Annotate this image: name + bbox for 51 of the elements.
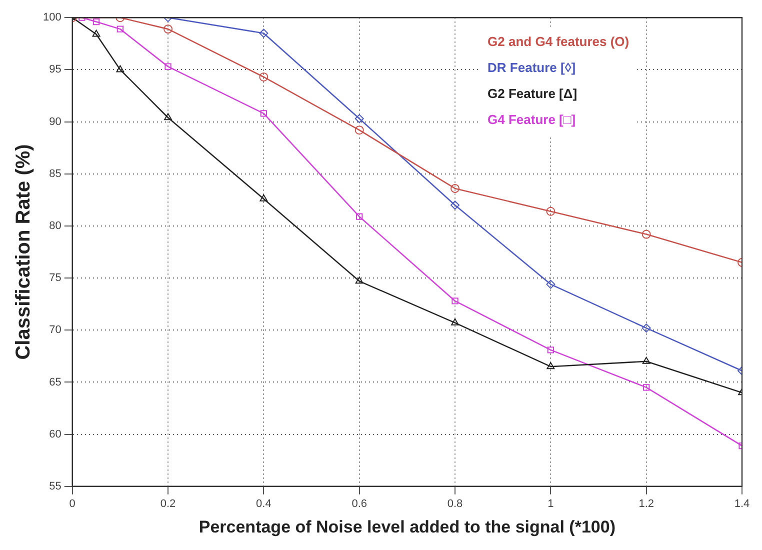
point	[164, 63, 172, 70]
point	[356, 213, 363, 220]
point	[642, 324, 651, 333]
point	[546, 206, 556, 216]
point	[546, 280, 556, 289]
x-tick-label: 0	[69, 498, 76, 510]
x-tick-label: 1	[548, 498, 554, 510]
point	[260, 110, 268, 117]
text: G2 Feature [Δ]	[488, 86, 578, 102]
point	[164, 24, 173, 34]
x-tick-label: 0.8	[447, 498, 463, 510]
point	[260, 194, 268, 202]
y-tick-label: 70	[49, 324, 62, 336]
point	[259, 72, 268, 82]
x-tick-label: 1.4	[734, 498, 750, 510]
point	[354, 126, 364, 135]
point	[354, 114, 364, 124]
point	[642, 356, 650, 364]
y-tick-label: 75	[49, 272, 62, 284]
point	[547, 346, 554, 354]
point	[116, 65, 124, 72]
point	[546, 362, 555, 370]
point	[164, 113, 172, 120]
point	[452, 298, 458, 304]
point	[355, 276, 364, 284]
point	[643, 384, 650, 391]
y-tick-label: 90	[49, 116, 62, 128]
y-axis-title: Classification Rate (%)	[12, 144, 35, 360]
text: DR Feature [◊]	[488, 60, 576, 76]
point	[259, 28, 268, 38]
x-tick-label: 1.2	[638, 498, 654, 510]
point	[450, 184, 460, 193]
point	[451, 318, 459, 326]
y-tick-label: 85	[49, 168, 62, 180]
text: G4 Feature [□]	[488, 112, 576, 128]
x-axis-title: Percentage of Noise level added to the signal (*100)	[198, 517, 616, 536]
point	[116, 26, 124, 32]
y-tick-label: 55	[49, 480, 62, 492]
y-tick-label: 80	[49, 220, 62, 232]
x-tick-label: 0.4	[256, 498, 272, 510]
text: G2 and G4 features (O)	[488, 34, 630, 50]
y-tick-label: 100	[42, 12, 62, 24]
x-tick-label: 0.2	[160, 498, 176, 510]
point	[642, 230, 651, 239]
y-tick-label: 95	[49, 64, 62, 76]
point	[450, 200, 460, 210]
point	[92, 30, 100, 37]
y-tick-label: 65	[49, 376, 62, 388]
x-tick-label: 0.6	[352, 498, 367, 510]
point	[92, 18, 100, 26]
y-tick-label: 60	[49, 428, 62, 440]
